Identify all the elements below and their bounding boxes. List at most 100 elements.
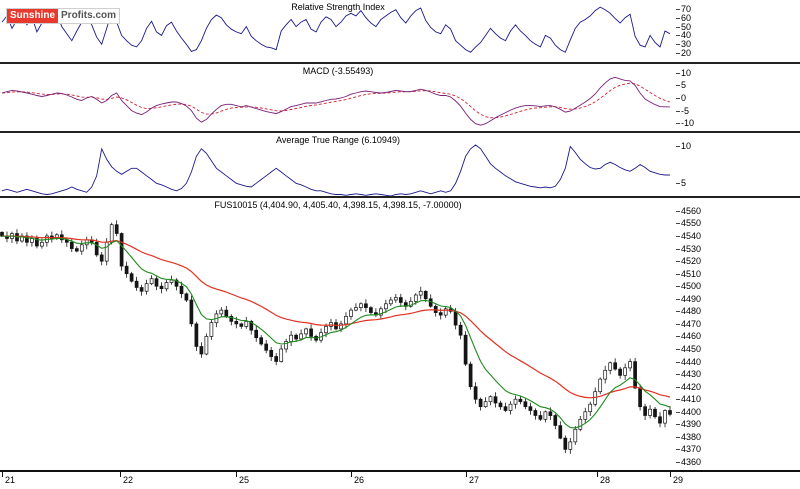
panel-separator — [0, 196, 800, 198]
y-axis-tick — [676, 437, 680, 438]
y-axis-label: 4440 — [681, 357, 702, 367]
y-axis-tick — [676, 44, 680, 45]
y-axis-tick — [676, 35, 680, 36]
y-axis-label: 4410 — [681, 394, 702, 404]
y-axis-label: 30 — [681, 39, 692, 49]
y-axis-label: -5 — [681, 106, 690, 116]
y-axis-label: 4490 — [681, 294, 702, 304]
y-axis-tick — [676, 111, 680, 112]
y-axis-label: 4460 — [681, 331, 702, 341]
y-axis-label: 10 — [681, 141, 692, 151]
y-axis-tick — [676, 424, 680, 425]
atr-panel[interactable]: Average True Range (6.10949) — [0, 133, 676, 196]
y-axis-label: 50 — [681, 22, 692, 32]
y-axis-tick — [676, 336, 680, 337]
y-axis-tick — [676, 274, 680, 275]
y-axis-tick — [676, 349, 680, 350]
y-axis-tick — [676, 9, 680, 10]
y-axis-label: 4470 — [681, 319, 702, 329]
logo-sunshine-text: Sunshine — [7, 9, 59, 23]
y-axis-label: 60 — [681, 13, 692, 23]
x-axis-label: 27 — [469, 475, 480, 485]
y-axis-tick — [676, 211, 680, 212]
time-axis-line — [0, 470, 800, 472]
y-axis-label: 4500 — [681, 281, 702, 291]
y-axis-label: 10 — [681, 68, 692, 78]
macd-title: MACD (-3.55493) — [302, 66, 374, 76]
y-axis-tick — [676, 462, 680, 463]
y-axis-label: 4550 — [681, 218, 702, 228]
y-axis-label: -10 — [681, 118, 695, 128]
y-axis-label: 40 — [681, 30, 692, 40]
y-axis-label: 5 — [681, 80, 687, 90]
y-axis-label: 4420 — [681, 382, 702, 392]
macd-panel[interactable]: MACD (-3.55493) — [0, 64, 676, 131]
x-axis-tick — [120, 472, 121, 477]
y-axis-tick — [676, 18, 680, 19]
x-axis-label: 26 — [354, 475, 365, 485]
y-axis-tick — [676, 324, 680, 325]
y-axis-label: 5 — [681, 178, 687, 188]
y-axis-tick — [676, 236, 680, 237]
y-axis-tick — [676, 73, 680, 74]
price-plot[interactable] — [0, 198, 676, 470]
x-axis-tick — [466, 472, 467, 477]
x-axis-tick — [597, 472, 598, 477]
candlesticks — [0, 220, 672, 454]
y-axis-label: 4560 — [681, 206, 702, 216]
y-axis-label: 0 — [681, 93, 687, 103]
macd-plot[interactable] — [0, 64, 676, 131]
x-axis-label: 21 — [5, 475, 16, 485]
y-axis-label: 4370 — [681, 444, 702, 454]
x-axis-label: 29 — [673, 475, 684, 485]
y-axis-tick — [676, 261, 680, 262]
panel-separator — [0, 131, 800, 133]
y-axis-label: 4450 — [681, 344, 702, 354]
y-axis-tick — [676, 98, 680, 99]
x-axis-tick — [2, 472, 3, 477]
y-axis-tick — [676, 183, 680, 184]
price-panel[interactable]: FUS10015 (4,404.90, 4,405.40, 4,398.15, … — [0, 198, 676, 470]
y-axis-label: 4510 — [681, 269, 702, 279]
y-axis-tick — [676, 449, 680, 450]
rsi-title: Relative Strength Index — [291, 2, 385, 12]
y-axis-label: 4390 — [681, 419, 702, 429]
x-axis-tick — [351, 472, 352, 477]
y-axis-label: 4360 — [681, 457, 702, 467]
y-axis-tick — [676, 374, 680, 375]
y-axis-tick — [676, 399, 680, 400]
y-axis-label: 4480 — [681, 306, 702, 316]
y-axis-tick — [676, 249, 680, 250]
y-axis-tick — [676, 412, 680, 413]
y-axis-tick — [676, 387, 680, 388]
y-axis-label: 4380 — [681, 432, 702, 442]
y-axis-tick — [676, 123, 680, 124]
x-axis-tick — [670, 472, 671, 477]
x-axis-tick — [236, 472, 237, 477]
x-axis-label: 25 — [239, 475, 250, 485]
y-axis-label: 4530 — [681, 244, 702, 254]
y-axis-label: 4520 — [681, 256, 702, 266]
price-title: FUS10015 (4,404.90, 4,405.40, 4,398.15, … — [214, 200, 462, 210]
atr-title: Average True Range (6.10949) — [276, 135, 400, 145]
panel-separator — [0, 62, 800, 64]
y-axis-tick — [676, 223, 680, 224]
y-axis-tick — [676, 146, 680, 147]
logo: Sunshine Profits.com — [6, 8, 121, 24]
y-axis-label: 70 — [681, 4, 692, 14]
y-axis-tick — [676, 311, 680, 312]
y-axis-tick — [676, 286, 680, 287]
logo-profits-text: Profits.com — [58, 9, 120, 23]
y-axis-tick — [676, 53, 680, 54]
x-axis-label: 28 — [600, 475, 611, 485]
y-axis-tick — [676, 362, 680, 363]
y-axis-tick — [676, 85, 680, 86]
y-axis-tick — [676, 27, 680, 28]
atr-plot[interactable] — [0, 133, 676, 196]
y-axis-tick — [676, 299, 680, 300]
x-axis-label: 22 — [123, 475, 134, 485]
y-axis-label: 4430 — [681, 369, 702, 379]
y-axis-label: 4400 — [681, 407, 702, 417]
y-axis-label: 20 — [681, 48, 692, 58]
y-axis-label: 4540 — [681, 231, 702, 241]
